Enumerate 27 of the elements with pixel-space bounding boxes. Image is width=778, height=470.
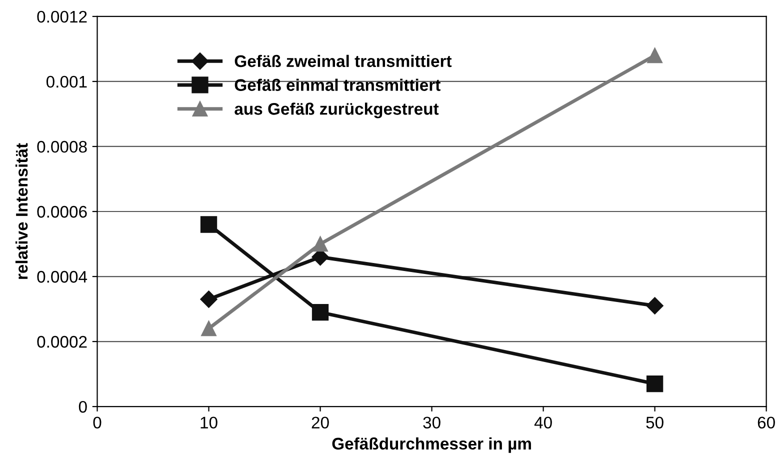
x-tick-label: 0 [93, 416, 102, 429]
point [200, 216, 218, 233]
point [647, 48, 662, 64]
x-tick-label: 20 [312, 416, 329, 429]
y-tick-label: 0.001 [46, 76, 87, 88]
x-axis-title: Gefäßdurchmesser in µm [332, 437, 531, 453]
x-tick-label: 60 [758, 416, 775, 429]
point [312, 304, 329, 321]
x-tick-label: 10 [200, 416, 218, 429]
y-axis-title: relative Intensität [15, 143, 28, 279]
y-tick-label: 0.0004 [37, 270, 88, 283]
x-tick-label: 30 [423, 416, 440, 429]
y-tick-label: 0.0008 [37, 140, 87, 153]
y-tick-label: 0.0012 [37, 10, 87, 23]
y-tick-label: 0.0002 [37, 336, 87, 348]
legend-label: Gefäß einmal transmittiert [234, 78, 440, 91]
legend-label: aus Gefäß zurückgestreut [234, 102, 439, 118]
x-tick-label: 40 [534, 416, 552, 429]
point [646, 297, 664, 314]
x-tick-label: 50 [646, 416, 664, 429]
point [312, 236, 328, 252]
y-tick-label: 0 [78, 400, 87, 413]
point [646, 375, 664, 392]
legend-label: Gefäß zweimal transmittiert [234, 54, 452, 68]
point [201, 320, 216, 336]
point [200, 290, 218, 308]
y-tick-label: 0.0006 [37, 206, 87, 218]
